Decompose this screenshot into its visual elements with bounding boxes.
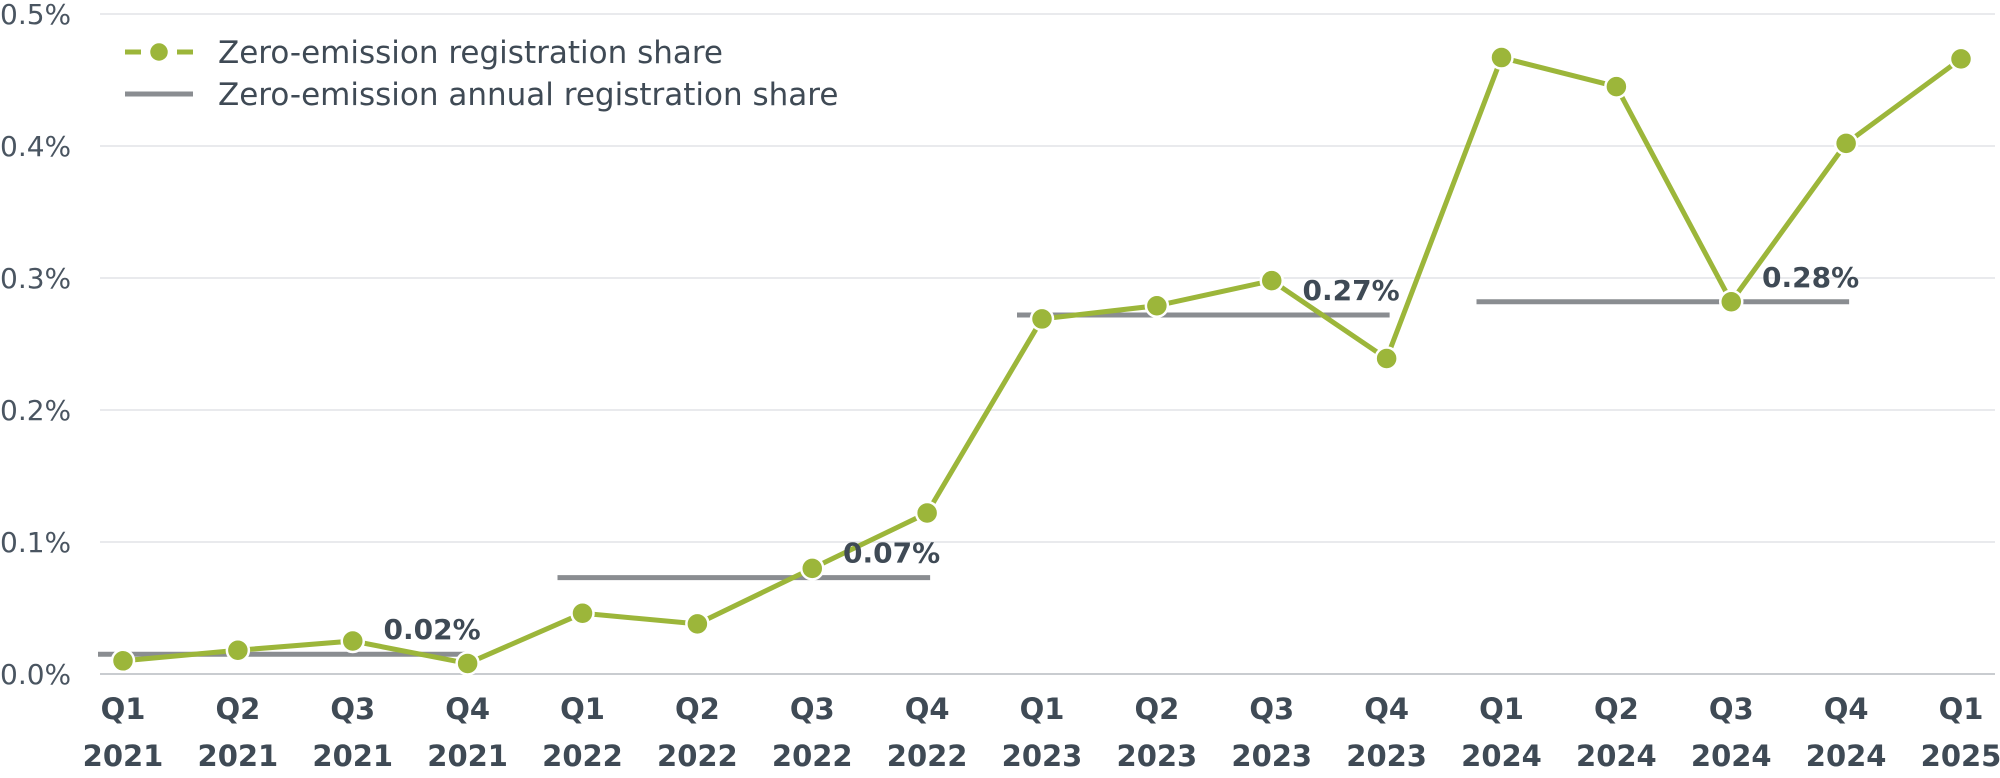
annual-label-2021: 0.02% (383, 613, 480, 646)
data-point-q4-2021 (455, 651, 480, 676)
y-tick-label: 0.0% (0, 658, 71, 691)
x-tick-year: 2021 (312, 739, 393, 773)
data-point-q1-2024 (1489, 45, 1514, 70)
data-point-q2-2022 (685, 611, 710, 637)
y-tick-label: 0.1% (0, 526, 71, 559)
x-tick-quarter: Q3 (1709, 692, 1754, 726)
y-tick-label: 0.5% (0, 0, 71, 31)
data-point-q3-2024 (1719, 289, 1744, 315)
x-tick-year: 2024 (1461, 739, 1542, 773)
data-point-q2-2024 (1604, 74, 1629, 99)
grid-lines (100, 13, 1995, 675)
legend-swatch-quarterly-marker (147, 40, 171, 64)
x-tick-quarter: Q1 (101, 692, 146, 726)
data-point-q3-2022 (800, 556, 825, 581)
y-axis-ticks: 0.0% 0.1% 0.2% 0.3% 0.4% 0.5% (0, 0, 71, 691)
x-tick-year: 2022 (772, 739, 853, 773)
x-tick-year: 2025 (1921, 739, 2000, 773)
data-point-q1-2023 (1029, 306, 1055, 332)
legend-label-annual: Zero-emission annual registration share (218, 77, 838, 113)
x-tick-year: 2021 (427, 739, 508, 773)
annual-label-2022: 0.07% (843, 537, 940, 570)
quarterly-share-line (122, 55, 1963, 666)
x-tick-quarter: Q1 (1020, 692, 1065, 726)
data-point-q2-2023 (1144, 293, 1170, 318)
x-tick-year: 2024 (1691, 739, 1772, 773)
x-tick-quarter: Q4 (1364, 692, 1409, 726)
annual-share-labels: 0.02% 0.07% 0.27% 0.28% (383, 261, 1859, 646)
x-tick-year: 2024 (1576, 739, 1657, 773)
x-tick-quarter: Q4 (905, 692, 950, 726)
data-point-q1-2022 (570, 601, 595, 626)
annual-label-2023: 0.27% (1302, 274, 1399, 307)
x-tick-quarter: Q3 (790, 692, 835, 726)
x-tick-quarter: Q2 (215, 692, 260, 726)
x-tick-quarter: Q4 (445, 692, 490, 726)
x-tick-quarter: Q1 (1939, 692, 1984, 726)
x-tick-year: 2022 (887, 739, 968, 773)
y-tick-label: 0.3% (0, 262, 71, 295)
data-point-q2-2021 (225, 637, 251, 663)
quarterly-share-series (110, 45, 1974, 676)
x-tick-year: 2023 (1231, 739, 1312, 773)
x-tick-quarter: Q1 (560, 692, 605, 726)
legend-label-quarterly: Zero-emission registration share (218, 35, 723, 71)
x-tick-quarter: Q2 (675, 692, 720, 726)
x-axis-ticks: Q1 2021 Q2 2021 Q3 2021 Q4 2021 Q1 2022 Q2 2022 Q3 20… (83, 692, 2000, 773)
x-tick-quarter: Q2 (1134, 692, 1179, 726)
x-tick-quarter: Q3 (1249, 692, 1294, 726)
x-tick-quarter: Q3 (330, 692, 375, 726)
x-tick-year: 2023 (1117, 739, 1198, 773)
data-point-q1-2021 (110, 648, 136, 674)
x-tick-year: 2024 (1806, 739, 1887, 773)
x-tick-year: 2021 (83, 739, 164, 773)
data-point-q4-2024 (1833, 131, 1859, 156)
x-tick-year: 2023 (1002, 739, 1083, 773)
annual-share-segments (98, 299, 1850, 657)
y-tick-label: 0.4% (0, 130, 71, 163)
x-tick-year: 2022 (657, 739, 738, 773)
x-tick-year: 2022 (542, 739, 623, 773)
data-point-q3-2021 (340, 628, 365, 654)
x-tick-quarter: Q4 (1824, 692, 1869, 726)
x-tick-quarter: Q2 (1594, 692, 1639, 726)
data-point-q1-2025 (1948, 46, 1974, 72)
x-tick-year: 2023 (1346, 739, 1427, 773)
y-tick-label: 0.2% (0, 394, 71, 427)
x-tick-quarter: Q1 (1479, 692, 1524, 726)
x-tick-year: 2021 (198, 739, 279, 773)
annual-label-2024: 0.28% (1762, 261, 1859, 294)
legend: Zero-emission registration share Zero-em… (125, 35, 838, 113)
data-point-q3-2023 (1259, 268, 1284, 293)
data-point-q4-2022 (914, 500, 940, 526)
data-point-q4-2023 (1374, 346, 1399, 371)
